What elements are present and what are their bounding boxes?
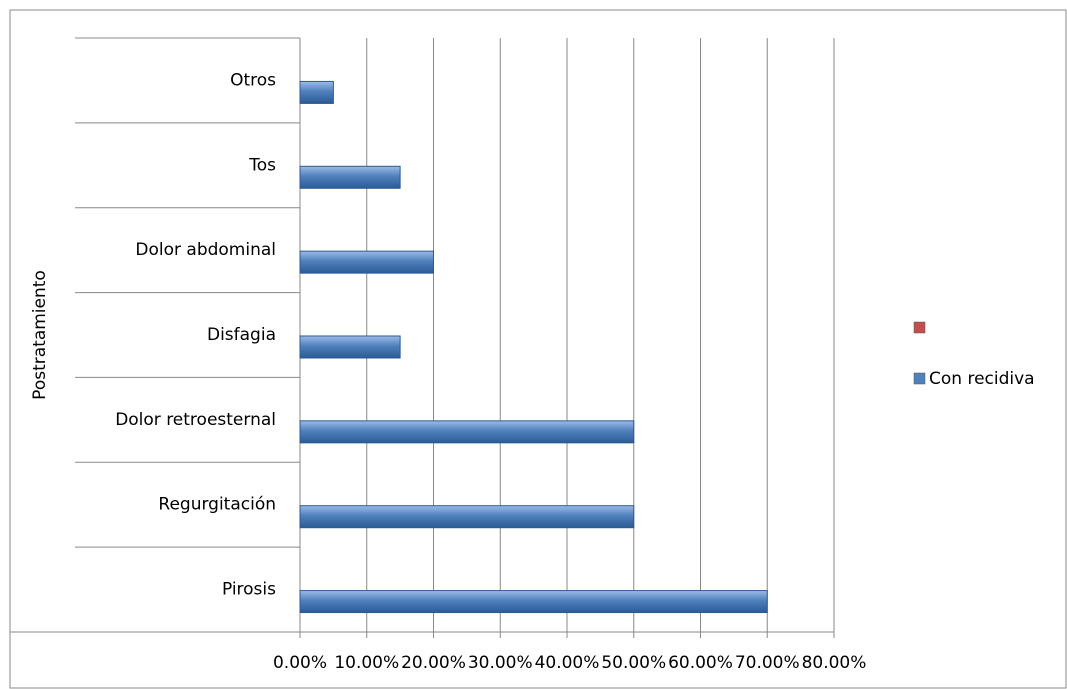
x-tick-label: 30.00%	[468, 653, 533, 673]
x-tick-label: 80.00%	[802, 653, 867, 673]
x-tick-label: 40.00%	[535, 653, 600, 673]
bar	[299, 420, 635, 444]
x-tick-label: 70.00%	[735, 653, 800, 673]
bar	[299, 505, 635, 529]
y-tick-label: Dolor retroesternal	[115, 410, 276, 430]
y-tick-label: Dolor abdominal	[135, 240, 276, 260]
x-tick-label: 10.00%	[334, 653, 399, 673]
y-tick-label: Tos	[248, 155, 276, 175]
y-axis-title: Postratamiento	[30, 270, 50, 400]
bar	[299, 165, 401, 189]
x-tick-label: 60.00%	[668, 653, 733, 673]
x-tick-label: 20.00%	[401, 653, 466, 673]
bar	[299, 335, 401, 359]
chart-frame	[9, 9, 1067, 689]
x-tick-label: 0.00%	[273, 653, 327, 673]
y-tick-label: Regurgitación	[158, 495, 276, 515]
x-tick-label: 50.00%	[601, 653, 666, 673]
y-tick-label: Otros	[230, 70, 276, 90]
bar	[299, 80, 334, 104]
legend-label: Con recidiva	[929, 369, 1035, 389]
bar	[299, 590, 768, 614]
y-tick-label: Pirosis	[222, 580, 276, 600]
bar	[299, 250, 434, 274]
y-tick-label: Disfagia	[207, 325, 276, 345]
legend-swatch	[913, 321, 926, 334]
legend-swatch	[913, 372, 926, 385]
